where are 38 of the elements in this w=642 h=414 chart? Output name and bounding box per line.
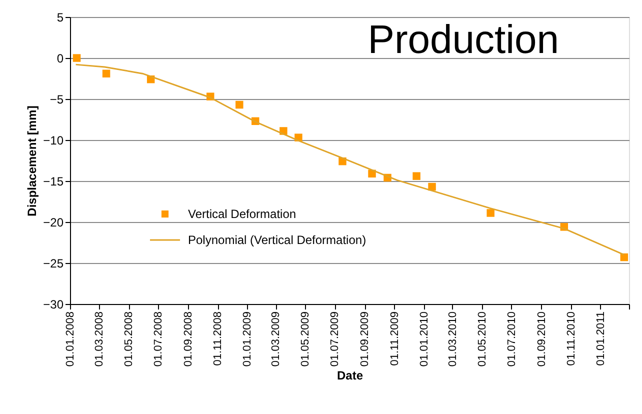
x-tick-label: 01.03.2009 [270, 312, 282, 367]
x-tick-label: 01.01.2011 [594, 312, 607, 366]
x-tick-label: 01.01.2009 [242, 312, 254, 367]
x-tick-label: 01.07.2009 [329, 312, 342, 367]
x-tick-label: 01.01.2008 [64, 312, 76, 367]
legend-label: Polynomial (Vertical Deformation) [188, 233, 366, 247]
point [412, 172, 420, 180]
y-tick-label: −25 [43, 256, 64, 270]
x-tick-label: 01.09.2010 [536, 312, 548, 367]
chart-title: Production [368, 18, 559, 62]
point [486, 209, 494, 217]
y-axis-title: Displacement [mm] [25, 106, 40, 216]
y-tick-label: −30 [43, 298, 64, 312]
x-tick-label: 01.09.2008 [182, 312, 195, 367]
x-tick-label: 01.03.2010 [446, 312, 459, 367]
point [102, 70, 110, 78]
x-tick-label: 01.05.2008 [123, 312, 136, 367]
x-tick-label: 01.11.2010 [565, 312, 578, 366]
point [428, 182, 436, 191]
x-tick-label: 01.03.2008 [94, 312, 106, 367]
point [236, 100, 244, 109]
point [72, 54, 81, 62]
x-tick-label: 01.07.2008 [152, 312, 165, 367]
x-tick-label: 01.05.2010 [476, 312, 488, 367]
y-tick-label: 5 [56, 10, 64, 24]
x-tick-label: 01.09.2009 [359, 312, 372, 367]
legend-label: Vertical Deformation [188, 207, 296, 221]
x-tick-label: 01.01.2010 [418, 312, 430, 367]
x-axis-title: Date [336, 368, 364, 383]
x-tick-label: 01.11.2009 [388, 312, 401, 366]
x-tick-label: 01.05.2009 [300, 312, 312, 367]
y-tick-label: −15 [43, 174, 64, 188]
y-tick-label: −20 [43, 216, 64, 230]
y-tick-label: 0 [56, 52, 64, 66]
x-tick-label: 01.07.2010 [506, 312, 518, 367]
x-tick-label: 01.11.2008 [212, 312, 224, 366]
y-tick-label: −5 [50, 92, 64, 106]
y-tick-label: −10 [43, 134, 64, 148]
